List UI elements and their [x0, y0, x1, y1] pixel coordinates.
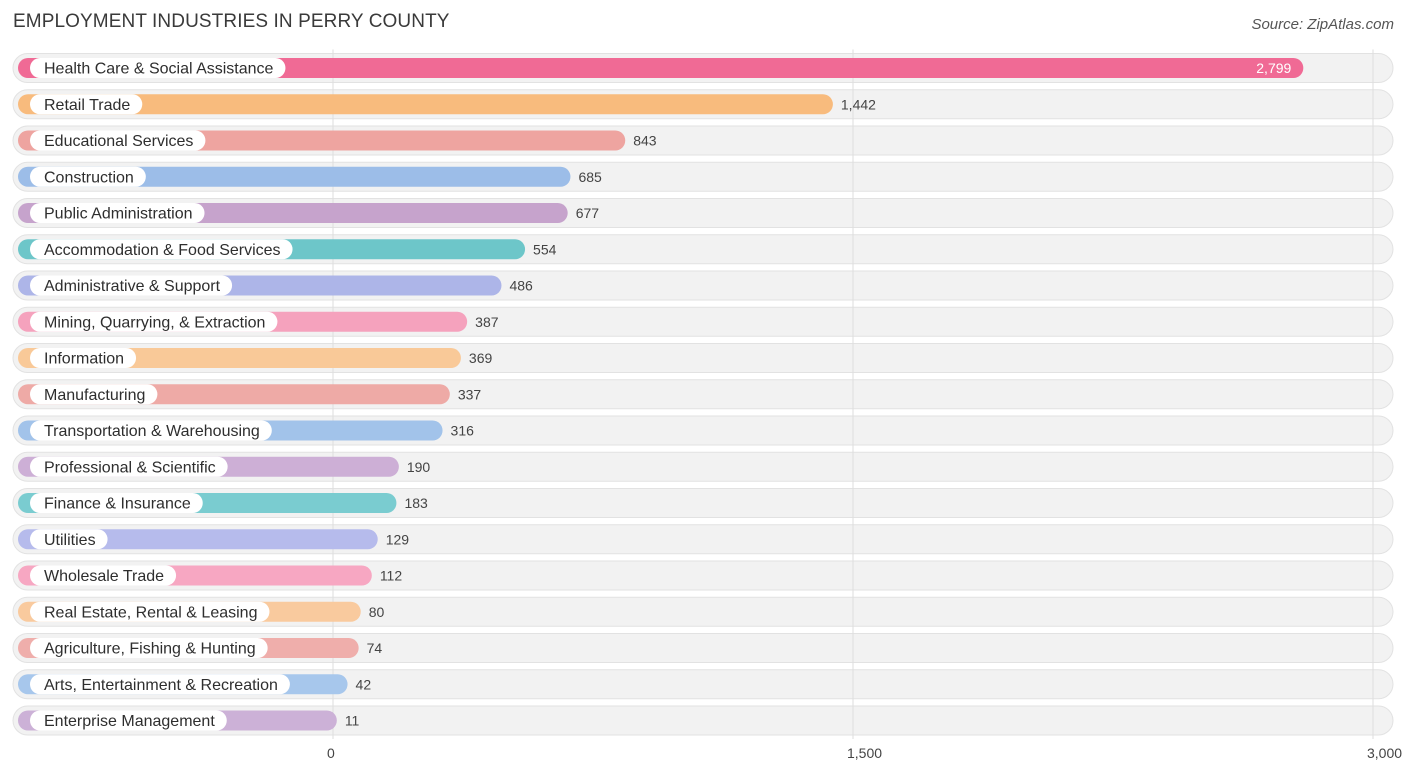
category-label: Information: [44, 351, 124, 368]
category-label: Transportation & Warehousing: [44, 423, 260, 440]
x-tick-label: 3,000: [1367, 745, 1402, 761]
category-label-pill: [30, 58, 286, 78]
row-background: [12, 633, 1394, 663]
value-label: 1,442: [841, 96, 876, 112]
source-credit: Source: ZipAtlas.com: [1251, 16, 1394, 33]
value-label: 42: [356, 676, 372, 692]
category-label: Professional & Scientific: [44, 459, 216, 476]
category-label-pill: [30, 420, 272, 441]
bar: [18, 94, 833, 115]
bar: [18, 166, 571, 187]
value-label: 685: [578, 169, 602, 185]
value-label: 183: [404, 495, 428, 511]
category-label: Agriculture, Fishing & Hunting: [44, 641, 256, 658]
value-label: 369: [469, 350, 493, 366]
value-label: 486: [509, 278, 533, 294]
bar: [18, 58, 1304, 78]
category-label-pill: [30, 674, 290, 695]
x-axis-ticks: 0 1,500 3,000: [327, 745, 1402, 761]
category-label-pill: [30, 239, 293, 260]
category-label: Arts, Entertainment & Recreation: [44, 677, 278, 694]
category-label: Administrative & Support: [44, 278, 221, 295]
row-background: [12, 705, 1394, 736]
category-label-pill: [30, 166, 146, 187]
value-label: 316: [451, 423, 475, 439]
category-label: Construction: [44, 169, 134, 186]
category-label-pill: [30, 456, 228, 477]
value-label: 554: [533, 241, 557, 257]
category-label-pill: [30, 348, 137, 368]
bar: [18, 529, 378, 550]
category-label-pill: [30, 565, 177, 586]
category-label: Accommodation & Food Services: [44, 242, 281, 259]
category-label: Manufacturing: [44, 387, 145, 404]
category-label: Educational Services: [44, 133, 193, 150]
category-label-pill: [30, 710, 227, 731]
category-label: Utilities: [44, 532, 96, 549]
category-label: Retail Trade: [44, 97, 130, 114]
value-label: 112: [380, 568, 403, 584]
value-label: 387: [475, 314, 499, 330]
category-label-pill: [30, 601, 270, 622]
category-label-pill: [30, 529, 108, 550]
value-label: 677: [576, 205, 600, 221]
category-label-pill: [30, 311, 278, 332]
category-label-pill: [30, 384, 158, 405]
category-label-pill: [30, 203, 205, 223]
value-label: 11: [345, 713, 360, 729]
row-background: [12, 669, 1394, 700]
x-tick-label: 0: [327, 745, 335, 761]
value-label: 337: [458, 386, 482, 402]
value-label: 2,799: [1256, 60, 1291, 76]
bars: Health Care & Social Assistance 2,799 Reta…: [18, 58, 1304, 731]
value-label: 129: [386, 531, 410, 547]
category-label: Finance & Insurance: [44, 496, 191, 513]
category-label: Mining, Quarrying, & Extraction: [44, 314, 265, 331]
category-label: Health Care & Social Assistance: [44, 61, 274, 78]
x-tick-label: 1,500: [847, 745, 882, 761]
row-background: [12, 596, 1394, 627]
category-label-pill: [30, 638, 268, 658]
category-label-pill: [30, 275, 233, 296]
value-label: 74: [367, 640, 383, 656]
category-label: Enterprise Management: [44, 713, 215, 730]
value-label: 190: [407, 459, 431, 475]
value-label: 843: [633, 133, 657, 149]
category-label: Public Administration: [44, 206, 193, 223]
category-label: Wholesale Trade: [44, 568, 164, 585]
category-label: Real Estate, Rental & Leasing: [44, 604, 257, 621]
category-label-pill: [30, 130, 206, 151]
category-label-pill: [30, 94, 143, 115]
category-label-pill: [30, 493, 203, 513]
chart-title: EMPLOYMENT INDUSTRIES IN PERRY COUNTY: [13, 11, 450, 32]
value-label: 80: [369, 604, 385, 620]
